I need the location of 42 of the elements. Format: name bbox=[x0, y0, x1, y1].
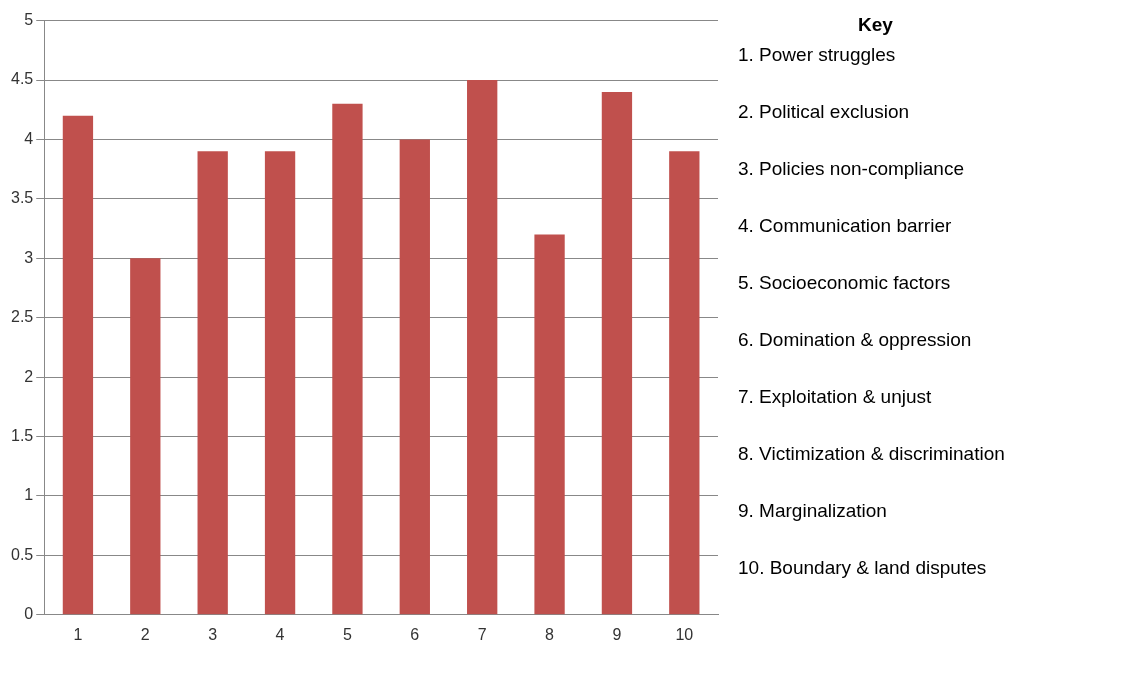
x-tick-label: 5 bbox=[342, 625, 352, 643]
y-tick-label: 5 bbox=[24, 11, 34, 29]
y-tick-label: 3.5 bbox=[10, 189, 34, 207]
text: 4. Communication barrier bbox=[738, 215, 953, 238]
y-tick-label: 0.5 bbox=[10, 545, 34, 563]
text: 10. Boundary & land disputes bbox=[738, 557, 988, 580]
text: 7. Exploitation & unjust bbox=[738, 386, 933, 409]
x-tick-label: 7 bbox=[477, 625, 487, 643]
y-tick-label: 1 bbox=[24, 486, 34, 504]
bar bbox=[669, 151, 700, 615]
bar bbox=[264, 151, 296, 615]
text: 2. Political exclusion bbox=[738, 101, 911, 124]
y-tick-label: 4.5 bbox=[10, 70, 34, 88]
y-tick-label: 4 bbox=[24, 129, 34, 147]
bar bbox=[601, 91, 633, 615]
x-tick-label: 8 bbox=[545, 625, 555, 643]
bar bbox=[332, 103, 363, 615]
x-tick-label: 9 bbox=[612, 625, 622, 643]
y-tick-label: 3 bbox=[24, 248, 34, 266]
y-tick-label: 2 bbox=[24, 367, 34, 385]
text: 9. Marginalization bbox=[738, 500, 888, 523]
y-tick-label: 0 bbox=[24, 605, 34, 623]
x-tick-label: 2 bbox=[140, 625, 150, 643]
y-tick-label: 1.5 bbox=[10, 426, 34, 444]
x-tick-label: 10 bbox=[675, 625, 694, 643]
x-tick-label: 6 bbox=[410, 625, 420, 643]
text: 5. Socioeconomic factors bbox=[738, 272, 952, 295]
x-tick-label: 3 bbox=[208, 625, 218, 643]
x-tick-label: 4 bbox=[275, 625, 285, 643]
bar bbox=[130, 258, 161, 615]
bar bbox=[197, 151, 228, 615]
bar bbox=[399, 139, 430, 615]
legend-title: Key bbox=[858, 14, 894, 36]
x-tick-label: 1 bbox=[73, 625, 83, 643]
bar bbox=[467, 80, 498, 615]
text: 8. Victimization & discrimination bbox=[738, 443, 1005, 466]
y-tick-label: 2.5 bbox=[10, 308, 34, 326]
text: 1. Power struggles bbox=[738, 44, 897, 67]
bar bbox=[62, 115, 94, 615]
text: 6. Domination & oppression bbox=[738, 329, 973, 352]
text: 3. Policies non-compliance bbox=[738, 158, 965, 181]
bar bbox=[534, 234, 565, 615]
